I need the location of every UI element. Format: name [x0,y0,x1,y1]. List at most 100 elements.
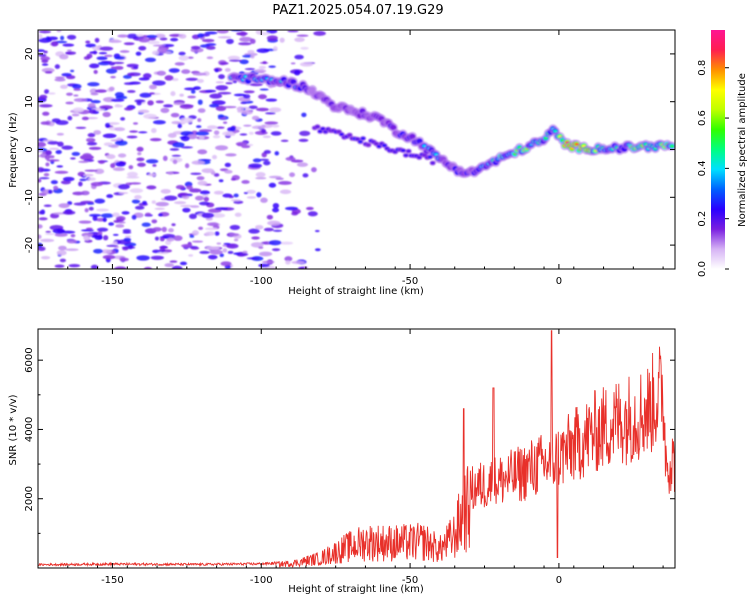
noise-blob [158,213,164,217]
noise-blob [294,70,301,76]
noise-blob [98,160,105,164]
noise-blob [178,51,186,56]
noise-blob [83,173,94,177]
noise-blob [149,137,162,142]
noise-blob [163,104,174,108]
noise-blob [180,146,194,149]
noise-blob [112,212,120,217]
noise-blob [271,124,280,128]
noise-blob [151,219,158,224]
spectrogram-ylabel: Frequency (Hz) [8,112,19,188]
spectrogram-ridge [226,71,675,179]
noise-blob [250,54,255,59]
noise-blob [49,147,59,150]
noise-blob [84,208,89,213]
noise-blob [78,181,83,187]
noise-blob [196,176,205,181]
noise-blob [90,181,104,187]
noise-blob [190,172,202,175]
snr-xtick-label: -100 [250,575,273,586]
noise-blob [258,246,264,249]
spectrogram-xtick-label: -50 [402,276,418,287]
noise-blob [115,137,122,142]
noise-blob [186,185,193,190]
noise-blob [262,135,271,139]
noise-blob [114,266,127,269]
noise-blob [38,177,50,180]
noise-blob [298,138,309,143]
noise-blob [314,248,321,252]
noise-blob [284,256,293,262]
noise-blob [70,69,75,73]
ridge-branch-cell [360,136,366,140]
noise-blob [48,155,55,159]
noise-blob [134,195,142,200]
noise-blob [225,82,233,85]
noise-blob [66,239,77,244]
noise-blob [151,200,156,204]
noise-blob [114,92,125,98]
noise-blob [196,125,202,129]
noise-blob [151,128,157,134]
noise-blob [307,211,318,217]
noise-blob [263,149,271,154]
noise-blob [241,145,251,149]
noise-blob [177,123,183,129]
noise-blob [256,192,262,198]
noise-blob [146,185,157,190]
noise-blob [270,131,282,136]
noise-blob [173,102,185,106]
noise-blob [66,49,72,52]
noise-blob [192,230,199,236]
noise-blob [91,235,100,238]
noise-blob [59,258,66,263]
ridge-cell [390,124,397,131]
noise-blob [126,135,138,139]
noise-blob [47,36,59,41]
noise-blob [126,171,138,178]
noise-blob [38,30,52,34]
noise-blob [92,215,98,221]
noise-blob [122,228,131,233]
noise-blob [104,54,113,58]
noise-blob [87,82,100,87]
noise-blob [51,118,61,123]
noise-blob [246,189,256,194]
noise-blob [207,254,218,260]
noise-blob [160,107,170,114]
noise-blob [68,263,81,268]
noise-blob [261,128,267,134]
colorbar-ticks: 0.0 0.2 0.4 0.6 0.8 [697,60,729,277]
noise-blob [267,220,281,226]
noise-blob [72,83,82,89]
noise-blob [161,226,167,233]
noise-blob [290,62,296,65]
noise-blob [38,167,45,173]
noise-blob [211,154,218,160]
noise-blob [80,190,90,196]
noise-blob [167,133,177,138]
noise-blob [216,30,229,34]
noise-blob [110,163,116,169]
noise-blob [45,162,50,167]
noise-blob [197,118,202,122]
noise-blob [255,172,266,178]
noise-blob [259,158,270,161]
noise-blob [112,233,119,236]
noise-blob [154,33,166,39]
noise-blob [218,179,224,183]
noise-blob [126,33,139,39]
noise-blob [168,228,174,233]
ridge-branch-cell [427,155,433,159]
noise-blob [279,37,285,43]
noise-blob [80,229,95,232]
noise-blob [164,263,175,268]
noise-blob [73,88,82,91]
noise-blob [216,126,225,129]
snr-ytick-label: 2000 [24,486,35,511]
noise-blob [84,169,98,172]
noise-blob [65,51,77,55]
noise-blob [83,235,90,241]
noise-blob [65,248,79,251]
noise-blob [56,132,64,136]
